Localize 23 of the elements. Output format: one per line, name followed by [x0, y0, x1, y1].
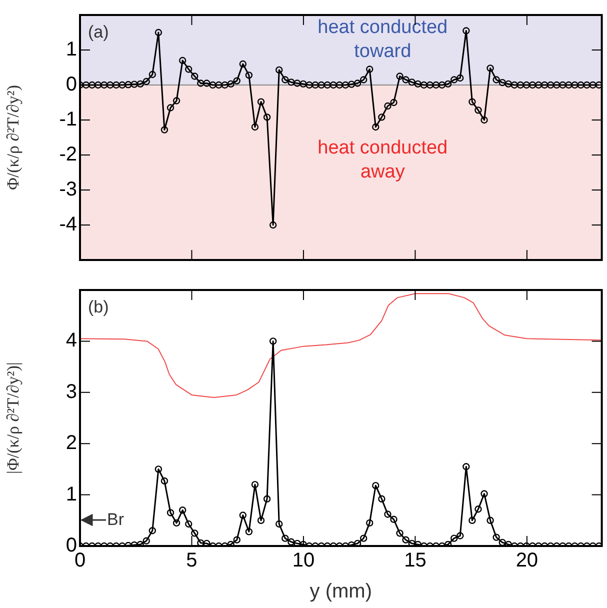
y-tick-label: 0 [66, 74, 77, 96]
y-axis-title: |Φ/(κ/ρ ∂²T/∂y²)| [4, 362, 23, 474]
ref-line-label: Br [107, 510, 124, 530]
x-tick-label: 15 [404, 550, 426, 572]
y-axis-title: Φ/(κ/ρ ∂²T/∂y²) [4, 84, 23, 190]
y-tick-label: 1 [66, 483, 77, 506]
y-tick-label: 3 [66, 380, 77, 403]
x-tick-label: 20 [516, 550, 538, 572]
x-axis-title: y (mm) [310, 580, 372, 603]
x-tick-label: 5 [186, 550, 198, 572]
y-tick-label: -4 [59, 214, 77, 236]
y-tick-label: -3 [59, 178, 77, 201]
y-tick-label: -1 [59, 108, 77, 131]
band-label: heat conducted away [318, 138, 448, 183]
annotation: (b) [88, 298, 109, 317]
x-tick-label: 10 [292, 550, 315, 572]
y-tick-label: -2 [59, 144, 77, 166]
y-tick-label: 2 [66, 432, 77, 454]
band-label: heat conducted toward [318, 17, 448, 62]
y-tick-label: 0 [66, 534, 77, 557]
y-tick-label: 1 [66, 38, 77, 61]
annotation: (a) [88, 22, 109, 42]
y-tick-label: 4 [66, 330, 77, 352]
